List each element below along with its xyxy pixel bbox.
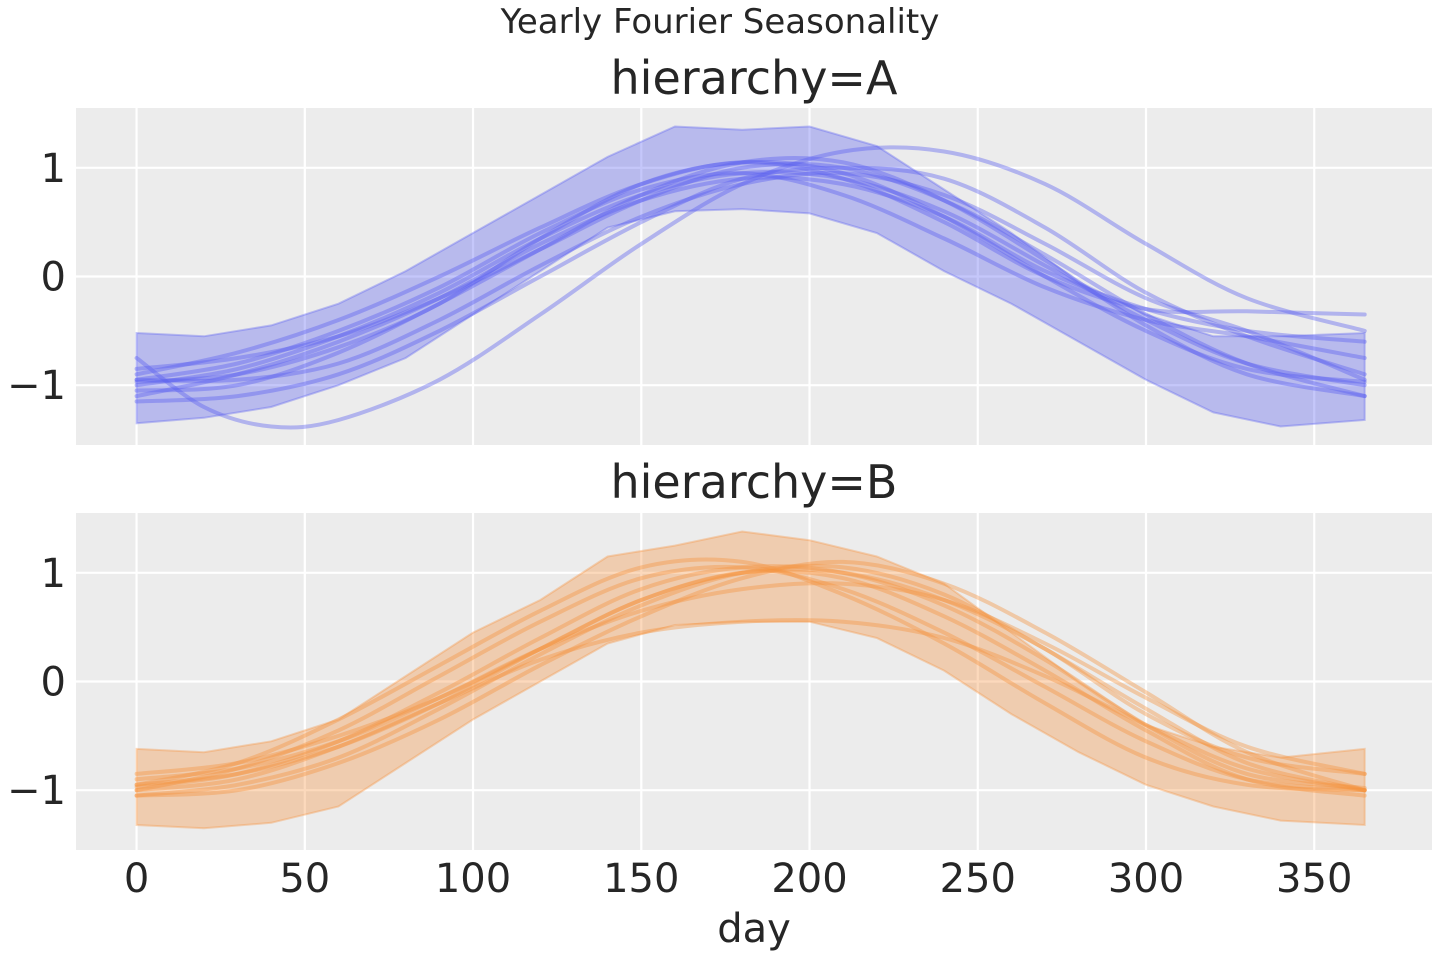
sample-line	[134, 564, 1367, 793]
x-tick-label: 200	[771, 856, 847, 902]
sample-line	[134, 557, 1367, 793]
credible-band-a	[135, 125, 1366, 428]
sample-line	[134, 159, 1367, 384]
credible-band	[135, 125, 1366, 428]
sample-line	[134, 617, 1367, 793]
sample-line	[134, 564, 1367, 790]
sample-line	[134, 161, 1367, 399]
y-tick-label: −1	[7, 363, 66, 409]
y-tick-label: 1	[41, 551, 66, 597]
chart-suptitle: Yearly Fourier Seasonality	[500, 2, 940, 42]
grid-a	[76, 108, 1432, 445]
sample-line	[134, 169, 1367, 388]
sample-lines-b	[134, 557, 1367, 798]
x-tick-label: 50	[279, 856, 330, 902]
x-tick-labels: 0 50 100 150 200 250 300 350	[124, 856, 1353, 902]
sample-line	[134, 160, 1367, 377]
panel-hierarchy-a: hierarchy=A 1 0 −1	[7, 51, 1432, 445]
sample-lines-a	[134, 145, 1367, 430]
sample-line	[134, 559, 1367, 798]
x-tick-label: 350	[1276, 856, 1352, 902]
sample-line	[134, 569, 1367, 798]
y-tick-label: 0	[41, 660, 66, 706]
y-tick-label: −1	[7, 768, 66, 814]
sample-line	[134, 171, 1367, 382]
y-tick-labels-a: 1 0 −1	[7, 146, 66, 409]
x-axis-label: day	[717, 906, 791, 952]
sample-line	[134, 567, 1367, 776]
x-tick-label: 300	[1108, 856, 1184, 902]
sample-line	[134, 175, 1367, 399]
x-tick-label: 0	[124, 856, 149, 902]
sample-line	[134, 155, 1367, 399]
grid-b	[76, 513, 1432, 850]
sample-line	[134, 145, 1367, 430]
sample-line	[134, 581, 1367, 782]
panel-hierarchy-b: hierarchy=B 1 0 −1	[7, 455, 1432, 850]
y-tick-label: 0	[41, 255, 66, 301]
y-tick-labels-b: 1 0 −1	[7, 551, 66, 814]
credible-band	[135, 530, 1366, 830]
sample-line	[134, 165, 1367, 404]
sample-line	[134, 563, 1367, 798]
credible-band-b	[135, 530, 1366, 830]
x-tick-label: 150	[603, 856, 679, 902]
y-tick-label: 1	[41, 146, 66, 192]
sample-line	[134, 170, 1367, 383]
x-tick-label: 100	[435, 856, 511, 902]
x-tick-label: 250	[940, 856, 1016, 902]
panel-title-b: hierarchy=B	[610, 455, 897, 509]
panel-title-a: hierarchy=A	[611, 51, 898, 105]
